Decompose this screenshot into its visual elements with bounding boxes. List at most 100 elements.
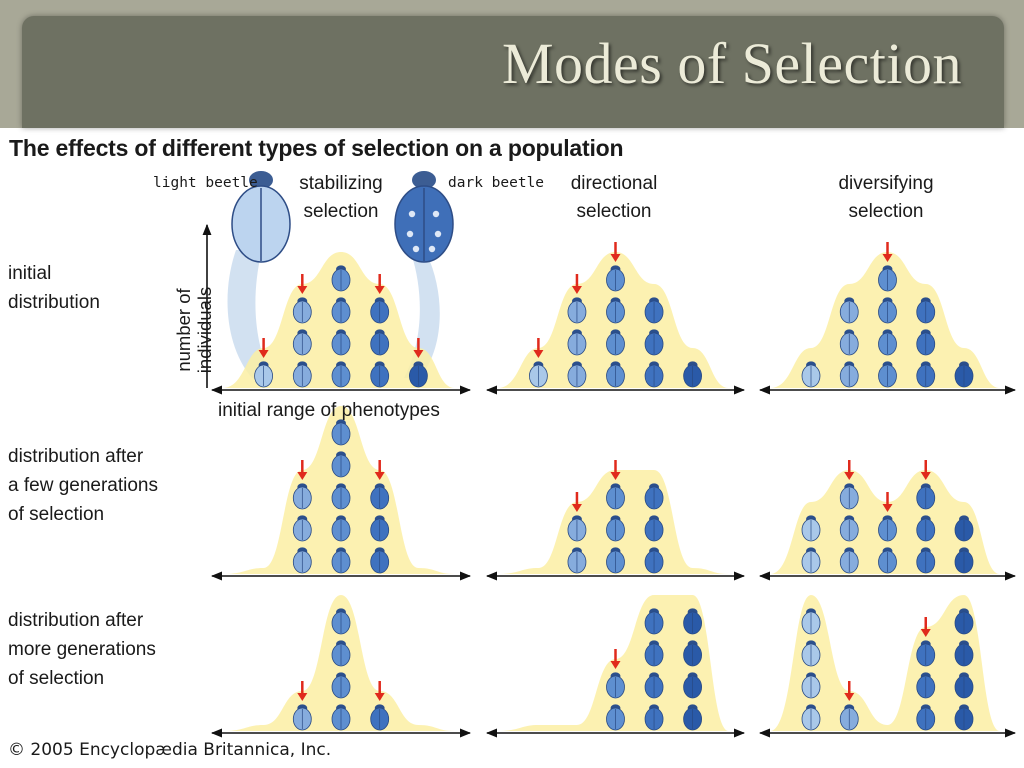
selection-arrow-head — [374, 693, 385, 701]
beetle-icon — [878, 361, 897, 388]
panel-stabilizing-few — [210, 406, 472, 581]
beetle-icon — [331, 483, 351, 510]
slide-title: Modes of Selection — [501, 31, 962, 96]
beetle-icon — [916, 704, 936, 731]
selection-arrow — [374, 681, 385, 701]
beetle-icon — [606, 483, 625, 510]
beetle-icon — [954, 547, 974, 574]
beetle-icon — [839, 515, 859, 542]
selection-arrow-head — [258, 350, 269, 358]
beetle-icon — [954, 704, 974, 731]
selection-arrow-head — [297, 472, 308, 480]
selection-arrow-head — [571, 504, 582, 512]
beetle-icon — [292, 329, 312, 356]
beetle-icon — [370, 483, 390, 510]
beetle-icon — [683, 640, 702, 667]
beetle-icon — [801, 608, 821, 635]
column-header-line: selection — [848, 201, 924, 222]
selection-arrow-head — [920, 472, 931, 480]
beetle-icon — [801, 547, 821, 574]
beetle-icon — [878, 329, 897, 356]
beetle-icon — [683, 672, 702, 699]
beetle-icon — [370, 361, 390, 388]
selection-arrow-head — [882, 504, 893, 512]
title-banner-panel — [22, 16, 1004, 128]
beetle-icon — [331, 515, 351, 542]
beetle-icon — [683, 704, 702, 731]
figure-heading: The effects of different types of select… — [9, 135, 624, 161]
panel-diversifying-few — [758, 460, 1017, 581]
selection-arrow — [258, 338, 269, 358]
beetle-icon — [331, 329, 351, 356]
row-label-line: more generations — [8, 639, 156, 660]
selection-arrow-head — [882, 254, 893, 262]
beetle-icon — [606, 265, 625, 292]
row-label-line: of selection — [8, 668, 105, 689]
row-label-line: distribution — [8, 292, 100, 313]
column-header-diversifying: diversifying selection — [801, 170, 971, 226]
beetle-spot — [428, 245, 436, 253]
selection-arrow-head — [844, 693, 855, 701]
beetle-icon — [878, 265, 897, 292]
column-header-line: selection — [303, 201, 379, 222]
beetle-icon — [567, 297, 587, 324]
beetle-icon — [954, 361, 974, 388]
light-beetle-lobe — [227, 250, 272, 378]
selection-arrow — [297, 460, 308, 480]
beetle-icon — [529, 361, 548, 388]
beetle-icon — [916, 640, 936, 667]
selection-arrow-head — [533, 350, 544, 358]
selection-arrow — [920, 460, 931, 480]
beetle-icon — [801, 515, 821, 542]
beetle-spot — [432, 210, 440, 218]
selection-arrow — [571, 492, 582, 512]
beetle-icon — [254, 361, 274, 388]
beetle-icon — [606, 672, 625, 699]
beetle-icon — [916, 515, 936, 542]
beetle-icon — [839, 361, 859, 388]
beetle-icon — [606, 361, 625, 388]
beetle-icon — [916, 672, 936, 699]
selection-arrow — [844, 681, 855, 701]
beetle-icon — [331, 704, 351, 731]
selection-arrow — [297, 274, 308, 294]
beetle-icon — [606, 704, 625, 731]
y-axis-label-line: number of — [173, 288, 194, 372]
dark-beetle-lobe — [404, 250, 440, 378]
light-beetle-illustration — [231, 171, 291, 263]
beetle-icon — [954, 640, 974, 667]
selection-arrow-head — [571, 286, 582, 294]
beetle-icon — [331, 361, 351, 388]
beetle-icon — [370, 704, 390, 731]
beetle-icon — [683, 361, 702, 388]
beetle-icon — [331, 672, 351, 699]
panel-directional-initial — [485, 242, 746, 395]
selection-arrow — [920, 617, 931, 637]
beetle-icon — [683, 608, 702, 635]
beetle-icon — [644, 608, 664, 635]
beetle-icon — [801, 361, 821, 388]
beetle-icon — [292, 361, 312, 388]
beetle-icon — [644, 297, 664, 324]
beetle-icon — [644, 640, 664, 667]
beetle-icon — [606, 515, 625, 542]
selection-arrow-head — [844, 472, 855, 480]
beetle-icon — [839, 297, 859, 324]
panel-diversifying-more — [758, 595, 1017, 738]
selection-arrow-head — [374, 472, 385, 480]
beetle-icon — [331, 547, 351, 574]
row-label-line: distribution after — [8, 446, 144, 467]
beetle-icon — [878, 515, 897, 542]
beetle-icon — [839, 483, 859, 510]
beetle-icon — [954, 608, 974, 635]
dark-beetle-illustration — [394, 171, 454, 263]
beetle-icon — [954, 672, 974, 699]
beetle-icon — [408, 361, 428, 388]
beetle-icon — [292, 704, 312, 731]
column-header-line: stabilizing — [299, 173, 383, 194]
beetle-icon — [370, 515, 390, 542]
beetle-icon — [606, 547, 625, 574]
beetle-icon — [801, 704, 821, 731]
beetle-icon — [839, 704, 859, 731]
